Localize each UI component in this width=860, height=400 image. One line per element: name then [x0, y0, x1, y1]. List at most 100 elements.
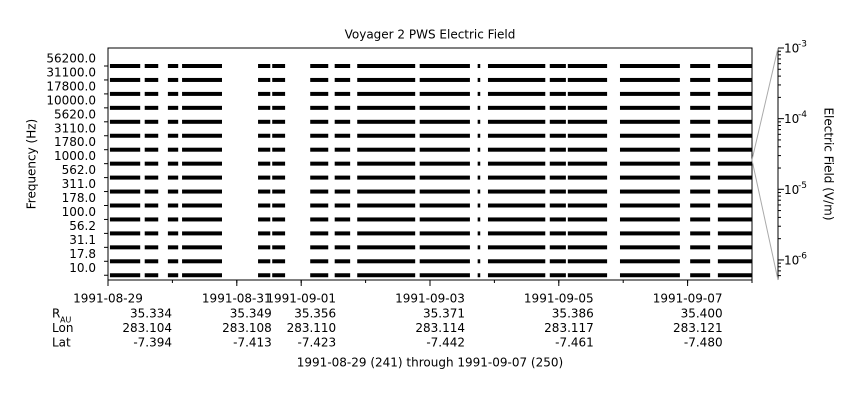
data-segment [419, 217, 470, 222]
y-tick-label: 1780.0 [54, 135, 96, 149]
data-segment [109, 245, 141, 250]
data-segment [272, 91, 286, 96]
data-segment [477, 105, 481, 110]
data-segment [487, 245, 546, 250]
data-segment [690, 147, 711, 152]
data-segment [109, 119, 141, 124]
data-segment [690, 133, 711, 138]
data-segment [310, 161, 329, 166]
data-segment [549, 105, 566, 110]
data-segment [487, 147, 546, 152]
data-segment [477, 91, 481, 96]
data-segment [272, 245, 286, 250]
data-segment [567, 273, 608, 278]
data-segment [549, 231, 566, 236]
data-segment [258, 161, 271, 166]
data-segment [144, 119, 159, 124]
y2-tick-exponent: -4 [798, 110, 807, 120]
data-segment [419, 133, 470, 138]
data-segment [258, 147, 271, 152]
data-segment [487, 161, 546, 166]
data-segment [334, 77, 351, 82]
data-segment [182, 147, 222, 152]
data-segment [717, 273, 752, 278]
data-segment [310, 217, 329, 222]
data-segment [258, 175, 271, 180]
data-segment [690, 91, 711, 96]
data-segment [167, 161, 179, 166]
data-segment [567, 77, 608, 82]
data-segment [567, 119, 608, 124]
data-segment [310, 105, 329, 110]
data-segment [419, 259, 470, 264]
data-segment [258, 259, 271, 264]
data-segment [419, 105, 470, 110]
data-segment [144, 217, 159, 222]
data-segment [567, 147, 608, 152]
data-segment [477, 147, 481, 152]
ephemeris-value: 35.349 [230, 307, 272, 321]
data-segment [310, 203, 329, 208]
data-segment [167, 147, 179, 152]
data-segment [717, 259, 752, 264]
data-segment [258, 133, 271, 138]
ephemeris-value: 283.117 [544, 321, 594, 335]
data-segment [567, 161, 608, 166]
ephemeris-value: 35.334 [130, 307, 172, 321]
ephemeris-value: 283.104 [122, 321, 172, 335]
data-segment [109, 147, 141, 152]
data-segment [310, 119, 329, 124]
data-segment [717, 105, 752, 110]
data-segment [487, 77, 546, 82]
y-tick-label: 5620.0 [54, 107, 96, 121]
data-segment [487, 91, 546, 96]
data-segment [258, 119, 271, 124]
data-segment [167, 64, 179, 68]
data-segment [619, 273, 680, 278]
data-segment [549, 259, 566, 264]
data-segment [487, 175, 546, 180]
data-segment [258, 77, 271, 82]
data-segment [258, 91, 271, 96]
y2-tick-exponent: -6 [798, 251, 807, 261]
data-segment [567, 259, 608, 264]
data-segment [477, 231, 481, 236]
data-segment [717, 217, 752, 222]
data-segment [619, 245, 680, 250]
data-segment [357, 105, 416, 110]
data-segment [272, 77, 286, 82]
data-segment [690, 273, 711, 278]
y-tick-label: 3110.0 [54, 121, 96, 135]
data-segment [144, 77, 159, 82]
colorbar-connector [751, 47, 779, 161]
data-segment [167, 203, 179, 208]
data-segment [717, 161, 752, 166]
ephemeris-label: Lat [52, 336, 71, 350]
data-segment [477, 133, 481, 138]
ephemeris-value: 283.121 [673, 321, 723, 335]
data-segment [477, 175, 481, 180]
data-segment [487, 217, 546, 222]
data-segment [690, 231, 711, 236]
data-segment [357, 259, 416, 264]
data-segment [477, 217, 481, 222]
data-segment [419, 203, 470, 208]
data-segment [477, 245, 481, 250]
data-segment [109, 105, 141, 110]
data-segment [258, 273, 271, 278]
data-segment [477, 189, 481, 194]
data-segment [167, 105, 179, 110]
data-segment [477, 273, 481, 278]
ephemeris-value: 35.356 [294, 307, 336, 321]
data-segment [258, 245, 271, 250]
data-segment [334, 147, 351, 152]
y-tick-label: 17.8 [69, 247, 96, 261]
ephemeris-value: 35.400 [681, 307, 723, 321]
data-segment [167, 119, 179, 124]
data-segment [690, 161, 711, 166]
data-segment [619, 147, 680, 152]
data-segment [182, 133, 222, 138]
data-segment [258, 231, 271, 236]
data-segment [272, 147, 286, 152]
data-segment [109, 203, 141, 208]
